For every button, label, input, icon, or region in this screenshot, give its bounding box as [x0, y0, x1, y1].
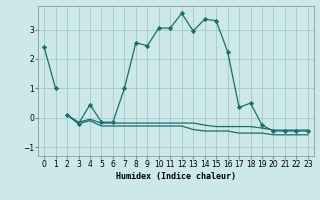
X-axis label: Humidex (Indice chaleur): Humidex (Indice chaleur) [116, 172, 236, 181]
